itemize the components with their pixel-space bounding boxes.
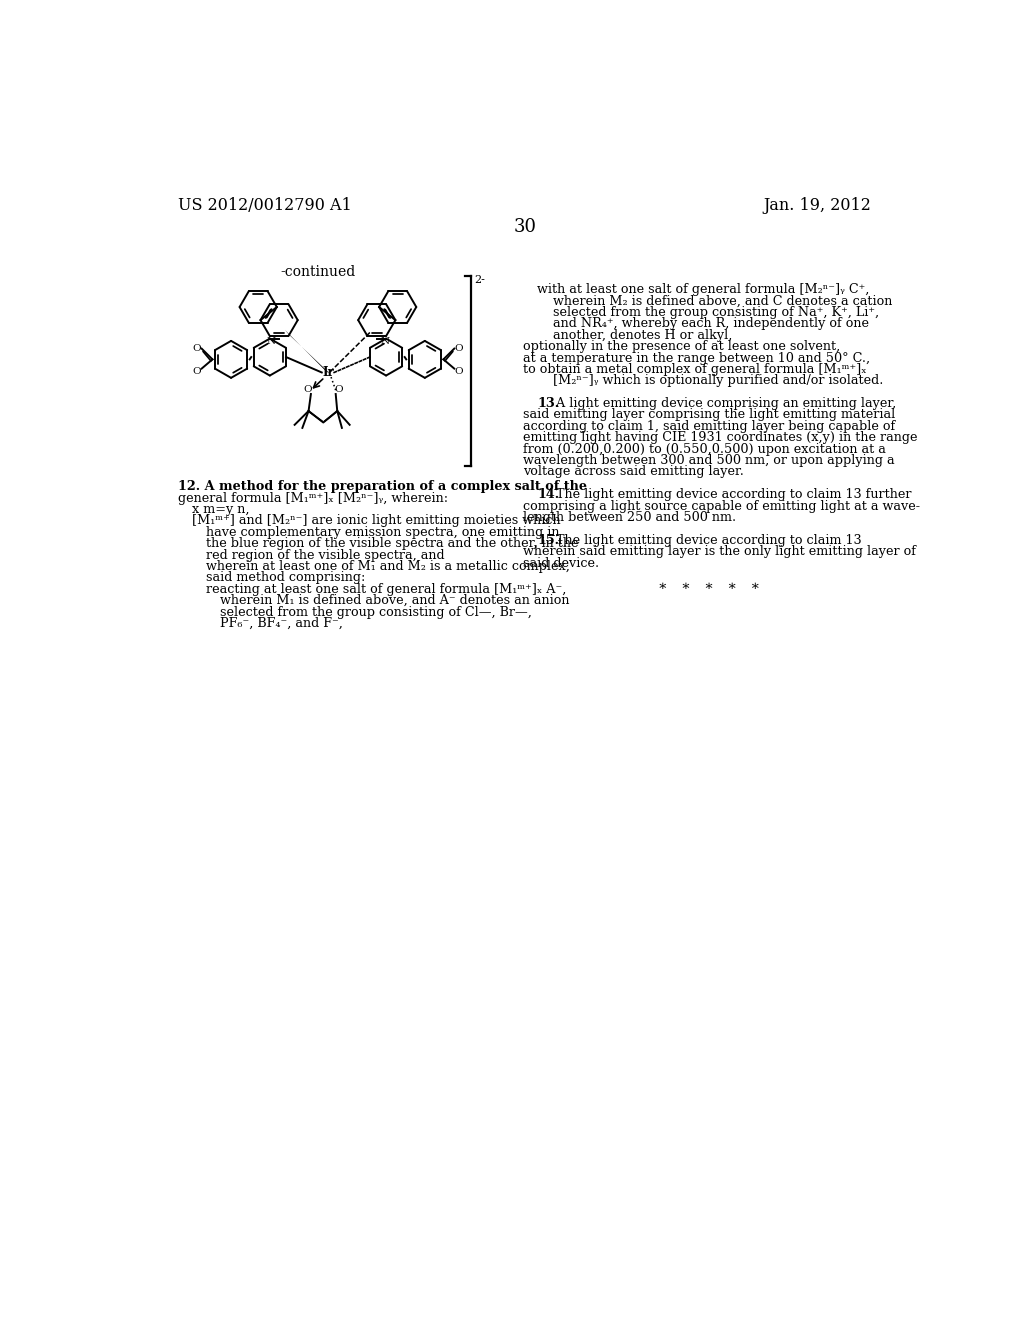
Text: O: O (303, 385, 312, 393)
Text: reacting at least one salt of general formula [M₁ᵐ⁺]ₓ A⁻,: reacting at least one salt of general fo… (206, 583, 566, 595)
Text: PF₆⁻, BF₄⁻, and F⁻,: PF₆⁻, BF₄⁻, and F⁻, (220, 616, 343, 630)
Text: O: O (455, 367, 463, 376)
Text: wavelength between 300 and 500 nm, or upon applying a: wavelength between 300 and 500 nm, or up… (523, 454, 895, 467)
Text: optionally in the presence of at least one solvent,: optionally in the presence of at least o… (523, 341, 841, 354)
Text: said emitting layer comprising the light emitting material: said emitting layer comprising the light… (523, 408, 896, 421)
Text: wherein said emitting layer is the only light emitting layer of: wherein said emitting layer is the only … (523, 545, 916, 558)
Text: The light emitting device according to claim 13 further: The light emitting device according to c… (552, 488, 911, 502)
Text: O: O (193, 345, 202, 352)
Text: general formula [M₁ᵐ⁺]ₓ [M₂ⁿ⁻]ᵧ, wherein:: general formula [M₁ᵐ⁺]ₓ [M₂ⁿ⁻]ᵧ, wherein… (178, 491, 449, 504)
Text: according to claim 1, said emitting layer being capable of: according to claim 1, said emitting laye… (523, 420, 896, 433)
Text: from (0.200,0.200) to (0.550,0.500) upon excitation at a: from (0.200,0.200) to (0.550,0.500) upon… (523, 442, 886, 455)
Text: A light emitting device comprising an emitting layer,: A light emitting device comprising an em… (552, 397, 896, 411)
Text: comprising a light source capable of emitting light at a wave-: comprising a light source capable of emi… (523, 500, 921, 512)
Text: emitting light having CIE 1931 coordinates (x,y) in the range: emitting light having CIE 1931 coordinat… (523, 432, 918, 445)
Text: and NR₄⁺, whereby each R, independently of one: and NR₄⁺, whereby each R, independently … (538, 317, 869, 330)
Text: US 2012/0012790 A1: US 2012/0012790 A1 (178, 197, 352, 214)
Text: 14.: 14. (538, 488, 559, 502)
Text: the blue region of the visible spectra and the other, in the: the blue region of the visible spectra a… (206, 537, 579, 550)
Text: wherein at least one of M₁ and M₂ is a metallic complex,: wherein at least one of M₁ and M₂ is a m… (206, 560, 570, 573)
Text: O: O (193, 367, 202, 376)
Polygon shape (285, 330, 330, 374)
Text: said method comprising:: said method comprising: (206, 572, 366, 585)
Text: -continued: -continued (281, 264, 355, 279)
Text: 12. A method for the preparation of a complex salt of the: 12. A method for the preparation of a co… (178, 480, 588, 494)
Text: N: N (266, 337, 275, 346)
Text: 30: 30 (513, 218, 537, 236)
Text: red region of the visible spectra, and: red region of the visible spectra, and (206, 549, 444, 561)
Text: 2-: 2- (474, 275, 485, 285)
Text: [M₂ⁿ⁻]ᵧ which is optionally purified and/or isolated.: [M₂ⁿ⁻]ᵧ which is optionally purified and… (538, 375, 884, 387)
Text: have complementary emission spectra, one emitting in: have complementary emission spectra, one… (206, 525, 560, 539)
Text: Ir: Ir (323, 366, 334, 379)
Text: x m=y n,: x m=y n, (193, 503, 250, 516)
Text: The light emitting device according to claim 13: The light emitting device according to c… (552, 533, 861, 546)
Text: voltage across said emitting layer.: voltage across said emitting layer. (523, 466, 744, 478)
Text: at a temperature in the range between 10 and 50° C.,: at a temperature in the range between 10… (523, 351, 870, 364)
Text: 13.: 13. (538, 397, 559, 411)
Text: length between 250 and 500 nm.: length between 250 and 500 nm. (523, 511, 736, 524)
Text: said device.: said device. (523, 557, 599, 570)
Text: wherein M₁ is defined above, and A⁻ denotes an anion: wherein M₁ is defined above, and A⁻ deno… (220, 594, 569, 607)
Text: 15.: 15. (538, 533, 559, 546)
Text: another, denotes H or alkyl,: another, denotes H or alkyl, (538, 329, 732, 342)
Text: to obtain a metal complex of general formula [M₁ᵐ⁺]ₓ: to obtain a metal complex of general for… (523, 363, 867, 376)
Text: O: O (335, 385, 343, 393)
Text: Jan. 19, 2012: Jan. 19, 2012 (763, 197, 871, 214)
Text: with at least one salt of general formula [M₂ⁿ⁻]ᵧ C⁺,: with at least one salt of general formul… (538, 284, 869, 296)
Text: wherein M₂ is defined above, and C denotes a cation: wherein M₂ is defined above, and C denot… (538, 294, 893, 308)
Text: N: N (381, 337, 390, 346)
Text: [M₁ᵐ⁺] and [M₂ⁿ⁻] are ionic light emitting moieties which: [M₁ᵐ⁺] and [M₂ⁿ⁻] are ionic light emitti… (193, 515, 561, 528)
Text: selected from the group consisting of Cl—, Br—,: selected from the group consisting of Cl… (220, 606, 532, 619)
Text: ∗   ∗   ∗   ∗   ∗: ∗ ∗ ∗ ∗ ∗ (658, 579, 760, 594)
Text: selected from the group consisting of Na⁺, K⁺, Li⁺,: selected from the group consisting of Na… (538, 306, 880, 319)
Text: O: O (455, 345, 463, 352)
